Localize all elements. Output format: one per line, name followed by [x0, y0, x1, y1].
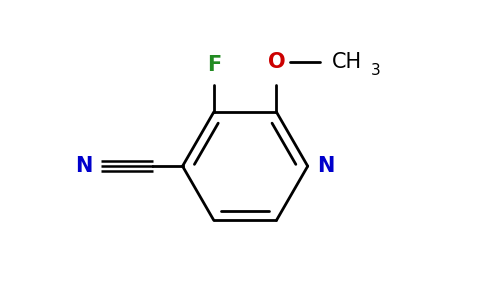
Text: 3: 3 [371, 63, 380, 78]
Text: N: N [317, 156, 334, 176]
Text: CH: CH [333, 52, 363, 72]
Text: O: O [268, 52, 285, 72]
Text: N: N [75, 156, 92, 176]
Text: F: F [207, 55, 221, 75]
